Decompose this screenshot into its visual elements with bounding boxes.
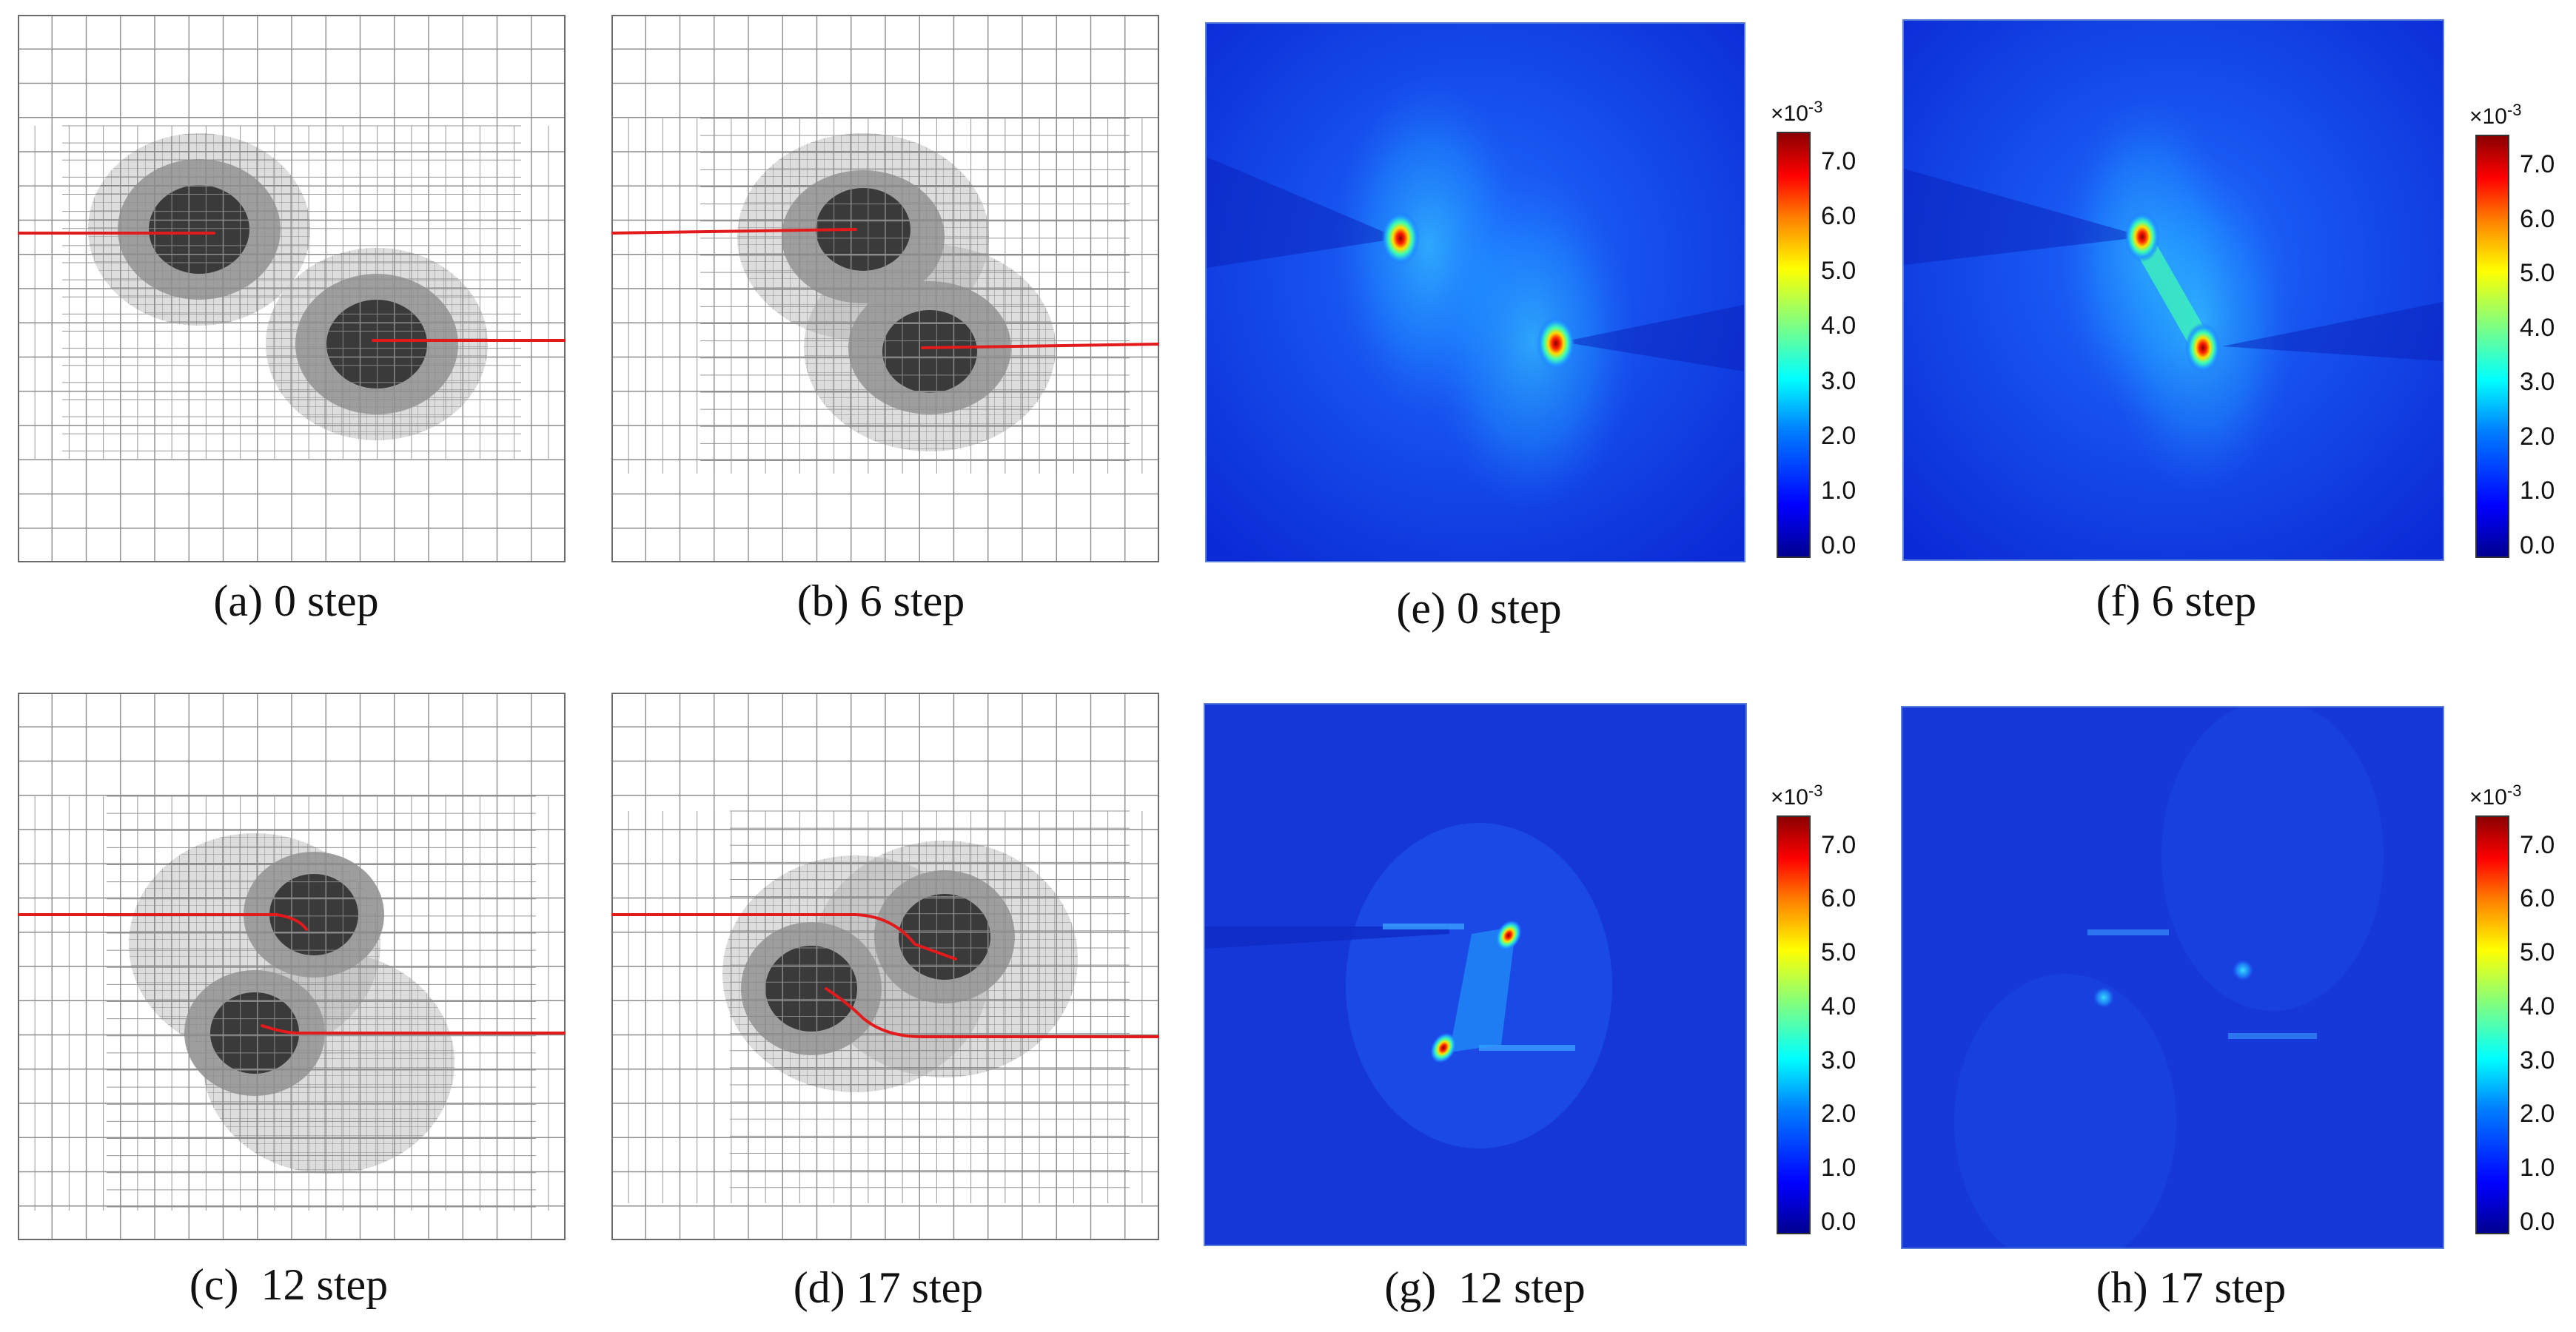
colorbar-e-tick: 3.0 (1821, 366, 1856, 395)
colorbar-e-tick: 1.0 (1821, 476, 1856, 505)
colorbar-f-tick: 4.0 (2520, 313, 2555, 342)
colorbar-h-ticks: 7.0 6.0 5.0 4.0 3.0 2.0 1.0 0.0 (2520, 815, 2576, 1234)
colorbar-f-tick: 5.0 (2520, 259, 2555, 288)
colorbar-f-tick: 1.0 (2520, 477, 2555, 505)
colorbar-e-tick: 7.0 (1821, 147, 1856, 176)
colorbar-g-tick: 1.0 (1821, 1154, 1856, 1183)
colorbar-h-tick: 1.0 (2520, 1154, 2555, 1183)
field-g-plot (1205, 704, 1745, 1245)
colorbar-f-multiplier: ×10-3 (2469, 101, 2522, 129)
caption-f: (f) 6 step (2096, 576, 2257, 625)
field-h-plot (1902, 707, 2443, 1248)
colorbar-g-tick: 3.0 (1821, 1046, 1856, 1074)
field-h (1901, 706, 2444, 1249)
mesh-a (18, 15, 566, 562)
colorbar-e (1777, 132, 1811, 558)
colorbar-h-tick: 2.0 (2520, 1100, 2555, 1128)
colorbar-e-tick: 4.0 (1821, 312, 1856, 340)
colorbar-g-tick: 0.0 (1821, 1208, 1856, 1237)
colorbar-h-multiplier: ×10-3 (2469, 781, 2522, 810)
colorbar-h-tick: 6.0 (2520, 884, 2555, 913)
colorbar-e-ticks: 7.0 6.0 5.0 4.0 3.0 2.0 1.0 0.0 (1821, 132, 1888, 558)
mesh-c (18, 693, 566, 1240)
field-e-plot (1207, 24, 1744, 561)
caption-h: (h) 17 step (2096, 1263, 2287, 1312)
field-f (1902, 19, 2444, 561)
field-g (1204, 703, 1747, 1246)
colorbar-e-tick: 5.0 (1821, 257, 1856, 286)
mesh-b (611, 15, 1159, 562)
colorbar-g-tick: 7.0 (1821, 830, 1856, 859)
colorbar-h-tick: 5.0 (2520, 938, 2555, 967)
colorbar-f-tick: 3.0 (2520, 368, 2555, 397)
colorbar-g (1777, 815, 1811, 1234)
colorbar-e-tick: 0.0 (1821, 531, 1856, 559)
colorbar-g-tick: 6.0 (1821, 884, 1856, 913)
colorbar-g-tick: 4.0 (1821, 992, 1856, 1020)
colorbar-h-tick: 7.0 (2520, 830, 2555, 859)
panel-a (18, 15, 566, 562)
field-e (1205, 22, 1745, 562)
colorbar-g-tick: 5.0 (1821, 938, 1856, 967)
colorbar-f-tick: 6.0 (2520, 204, 2555, 233)
colorbar-g-ticks: 7.0 6.0 5.0 4.0 3.0 2.0 1.0 0.0 (1821, 815, 1888, 1234)
colorbar-e-tick: 2.0 (1821, 421, 1856, 450)
panel-b (611, 15, 1159, 562)
panel-c (18, 693, 566, 1240)
field-f-plot (1904, 21, 2443, 559)
colorbar-h (2475, 815, 2509, 1234)
colorbar-f-tick: 0.0 (2520, 531, 2555, 559)
mesh-d (611, 693, 1159, 1240)
colorbar-h-tick: 0.0 (2520, 1208, 2555, 1237)
colorbar-f-ticks: 7.0 6.0 5.0 4.0 3.0 2.0 1.0 0.0 (2520, 135, 2576, 558)
caption-c: (c) 12 step (189, 1260, 389, 1309)
panel-d (611, 693, 1159, 1240)
caption-b: (b) 6 step (796, 576, 965, 625)
caption-g: (g) 12 step (1384, 1263, 1586, 1312)
caption-e: (e) 0 step (1396, 584, 1562, 633)
colorbar-f (2475, 135, 2509, 558)
colorbar-g-tick: 2.0 (1821, 1100, 1856, 1128)
colorbar-f-tick: 7.0 (2520, 150, 2555, 179)
caption-d: (d) 17 step (793, 1263, 984, 1312)
colorbar-e-tick: 6.0 (1821, 202, 1856, 231)
colorbar-e-multiplier: ×10-3 (1771, 98, 1823, 126)
colorbar-h-tick: 4.0 (2520, 992, 2555, 1020)
colorbar-h-tick: 3.0 (2520, 1046, 2555, 1074)
colorbar-g-multiplier: ×10-3 (1771, 781, 1823, 810)
colorbar-f-tick: 2.0 (2520, 422, 2555, 451)
caption-a: (a) 0 step (213, 576, 379, 625)
